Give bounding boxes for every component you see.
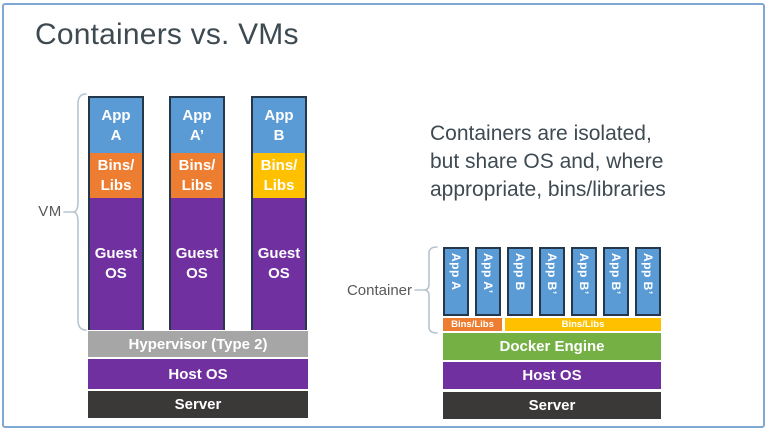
vm-guest-os-box: Guest OS	[253, 198, 305, 330]
container-bar-label: App B	[513, 253, 527, 291]
vm-column-app-a: App A Bins/ Libs Guest OS	[88, 96, 144, 330]
container-bar: App A’	[475, 247, 501, 316]
container-bracket-label: Container	[346, 282, 412, 299]
vm-bins-box: Bins/ Libs	[171, 153, 223, 198]
container-bar-label: App A’	[481, 253, 495, 294]
container-note-text: Containers are isolated, but share OS an…	[430, 122, 666, 201]
container-bracket	[414, 246, 438, 334]
container-bar: App B’	[603, 247, 629, 316]
hypervisor-layer: Hypervisor (Type 2)	[88, 331, 308, 357]
vm-bins-box: Bins/ Libs	[253, 153, 305, 198]
vm-app-box: App B	[253, 98, 305, 153]
vm-app-box: App A	[90, 98, 142, 153]
vm-column-app-a-prime: App A’ Bins/ Libs Guest OS	[169, 96, 225, 330]
shared-bins-libs-band-b: Bins/Libs	[505, 318, 661, 331]
container-bar: App B’	[635, 247, 661, 316]
container-host-os-layer: Host OS	[443, 362, 661, 389]
vm-bins-box: Bins/ Libs	[90, 153, 142, 198]
vm-app-box: App A’	[171, 98, 223, 153]
container-bar: App B’	[539, 247, 565, 316]
container-bar-label: App B’	[641, 253, 655, 295]
vm-column-app-b: App B Bins/ Libs Guest OS	[251, 96, 307, 330]
shared-bins-libs-band-a: Bins/Libs	[443, 318, 502, 331]
container-bar-label: App B’	[577, 253, 591, 295]
vm-guest-os-box: Guest OS	[90, 198, 142, 330]
vm-host-os-layer: Host OS	[88, 359, 308, 389]
container-server-layer: Server	[443, 392, 661, 419]
vm-server-layer: Server	[88, 391, 308, 418]
container-bar: App A	[443, 247, 469, 316]
container-bar-label: App B’	[609, 253, 623, 295]
docker-engine-layer: Docker Engine	[443, 333, 661, 360]
vm-bracket	[63, 93, 87, 331]
page-title: Containers vs. VMs	[35, 18, 299, 51]
container-bar-label: App A	[449, 253, 463, 291]
container-bar: App B’	[571, 247, 597, 316]
vm-guest-os-box: Guest OS	[171, 198, 223, 330]
container-bar-label: App B’	[545, 253, 559, 295]
vm-bracket-label: VM	[38, 203, 62, 220]
container-bar: App B	[507, 247, 533, 316]
